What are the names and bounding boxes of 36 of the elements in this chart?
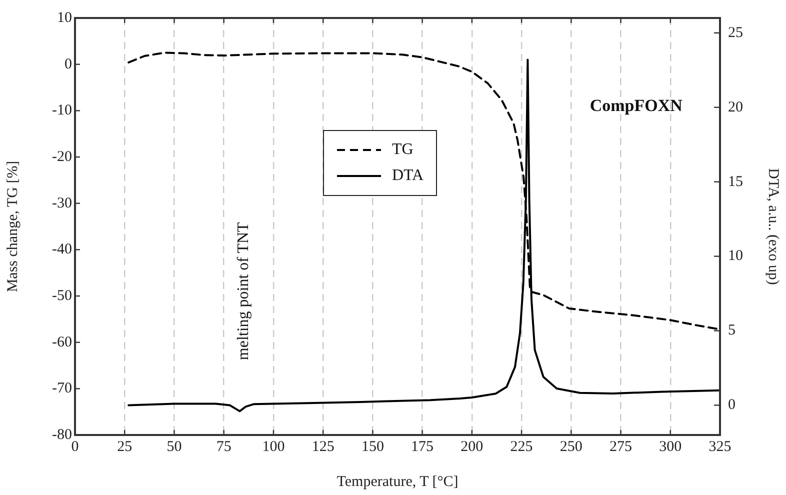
y-axis-title: Mass change, TG [%] xyxy=(4,160,21,292)
x-tick-label: 275 xyxy=(610,438,632,455)
x-tick-label: 250 xyxy=(560,438,582,455)
x-tick-label: 50 xyxy=(166,438,182,455)
y-tick-label: 10 xyxy=(57,10,72,26)
y-tick-label: -20 xyxy=(52,148,72,165)
y-tick-label: -50 xyxy=(52,288,72,304)
x-tick-label: 125 xyxy=(312,438,334,455)
y-tick-label: -70 xyxy=(52,380,72,397)
x-tick-label: 100 xyxy=(262,438,285,455)
y-tick-label: -10 xyxy=(52,102,72,119)
x-tick-label: 25 xyxy=(117,438,132,455)
annotation: CompFOXN xyxy=(590,96,684,116)
y-tick-label: 0 xyxy=(64,56,72,72)
y-tick-label: -80 xyxy=(52,426,72,443)
annotation: melting point of TNT xyxy=(235,222,252,360)
y2-tick-label: 25 xyxy=(728,24,743,41)
y-tick-label: -60 xyxy=(52,334,72,350)
y2-tick-label: 0 xyxy=(728,397,736,414)
y2-tick-label: 5 xyxy=(728,322,736,339)
y2-tick-label: 15 xyxy=(728,174,743,190)
x-axis-title: Temperature, T [°C] xyxy=(336,474,458,490)
x-tick-label: 225 xyxy=(510,438,533,455)
y2-tick-label: 10 xyxy=(728,248,743,264)
x-tick-label: 175 xyxy=(411,438,434,455)
y2-tick-label: 20 xyxy=(728,99,743,116)
legend-label: DTA xyxy=(392,167,424,185)
legend-label: TG xyxy=(392,141,414,159)
y2-axis-title: DTA, a.u.. (exo up) xyxy=(765,168,782,285)
x-tick-label: 300 xyxy=(659,438,682,455)
x-tick-label: 200 xyxy=(460,438,484,455)
x-tick-label: 325 xyxy=(708,438,732,455)
x-tick-label: 75 xyxy=(216,438,232,455)
y-tick-label: -40 xyxy=(52,242,72,258)
y-tick-label: -30 xyxy=(52,195,72,212)
x-tick-label: 150 xyxy=(361,438,384,455)
